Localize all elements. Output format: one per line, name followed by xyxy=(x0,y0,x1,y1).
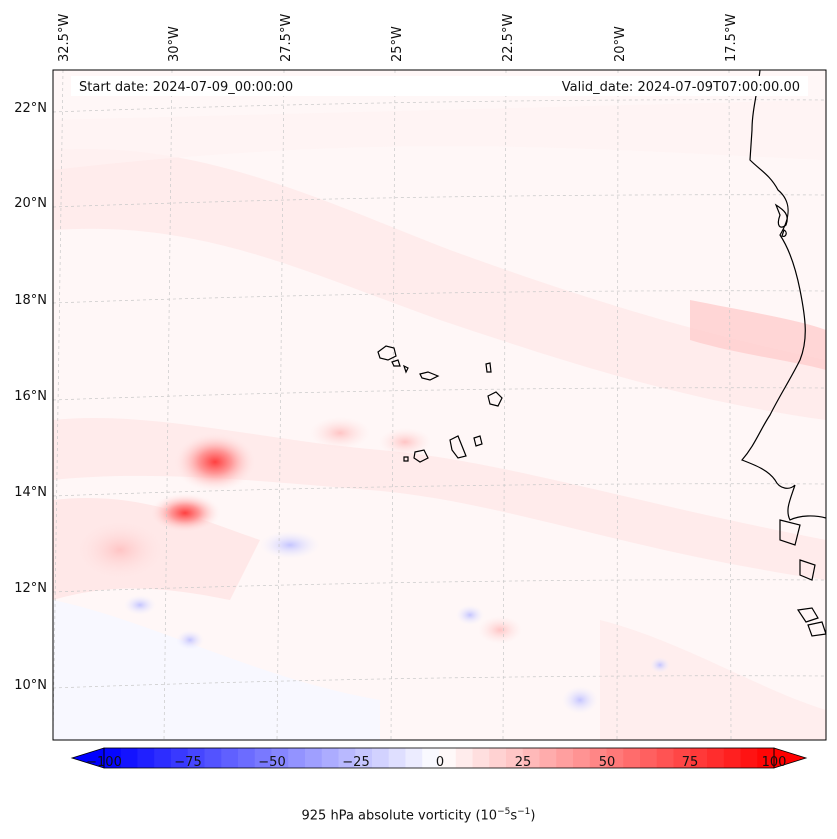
lat-label: 12°N xyxy=(14,581,47,596)
colorbar-bin xyxy=(690,748,708,768)
colorbar-bin xyxy=(288,748,306,768)
colorbar-bin xyxy=(673,748,691,768)
colorbar-bin xyxy=(355,748,373,768)
colorbar-title-exp2: −1 xyxy=(517,807,531,817)
lat-label: 14°N xyxy=(14,485,47,500)
colorbar-bin xyxy=(221,748,239,768)
colorbar-bin xyxy=(171,748,189,768)
colorbar-bin xyxy=(338,748,356,768)
colorbar-tick-label: 100 xyxy=(762,755,787,770)
colorbar-title: 925 hPa absolute vorticity (10−5s−1) xyxy=(0,807,837,823)
colorbar-bin xyxy=(388,748,406,768)
start-date-label: Start date: 2024-07-09_00:00:00 xyxy=(79,80,293,95)
lat-label: 16°N xyxy=(14,389,47,404)
colorbar-bin xyxy=(104,748,122,768)
colorbar-bin xyxy=(472,748,490,768)
colorbar-bin xyxy=(489,748,507,768)
colorbar-bin xyxy=(740,748,758,768)
map-frame xyxy=(52,69,827,741)
colorbar-title-mid: s xyxy=(510,808,518,824)
colorbar-title-suffix: ) xyxy=(530,808,536,824)
lat-label: 10°N xyxy=(14,678,47,693)
colorbar xyxy=(70,747,808,769)
valid-date-label: Valid_date: 2024-07-09T07:00:00.00 xyxy=(562,80,800,95)
lon-label: 25°W xyxy=(390,26,405,62)
colorbar-bin xyxy=(120,748,138,768)
colorbar-bin xyxy=(254,748,272,768)
colorbar-bin xyxy=(556,748,574,768)
vorticity-field xyxy=(53,70,826,740)
colorbar-bin xyxy=(137,748,155,768)
colorbar-bin xyxy=(522,748,540,768)
africa-coastline xyxy=(740,70,826,521)
colorbar-bin xyxy=(305,748,323,768)
colorbar-bin xyxy=(606,748,624,768)
coastlines xyxy=(377,70,826,637)
colorbar-bin xyxy=(723,748,741,768)
colorbar-bin xyxy=(539,748,557,768)
lon-label: 22.5°W xyxy=(501,14,516,62)
lon-label: 17.5°W xyxy=(724,14,739,62)
colorbar-title-exp1: −5 xyxy=(497,807,511,817)
colorbar-bin xyxy=(238,748,256,768)
colorbar-bin xyxy=(154,748,172,768)
colorbar-bin xyxy=(573,748,591,768)
colorbar-bin xyxy=(321,748,339,768)
colorbar-bin xyxy=(204,748,222,768)
colorbar-tick-label: 75 xyxy=(682,755,699,770)
colorbar-bin xyxy=(187,748,205,768)
latitude-labels: 22°N 20°N 18°N 16°N 14°N 12°N 10°N xyxy=(14,101,47,693)
lon-label: 32.5°W xyxy=(57,14,72,62)
colorbar-bin xyxy=(757,748,775,768)
colorbar-bin xyxy=(589,748,607,768)
colorbar-bin xyxy=(656,748,674,768)
lat-label: 18°N xyxy=(14,293,47,308)
colorbar-frame xyxy=(103,747,775,769)
colorbar-tick-label: −100 xyxy=(86,755,122,770)
colorbar-tick-label: 0 xyxy=(436,755,444,770)
header-box xyxy=(71,76,808,96)
longitude-labels: 32.5°W 30°W 27.5°W 25°W 22.5°W 20°W 17.5… xyxy=(57,14,739,62)
colorbar-bin xyxy=(271,748,289,768)
colorbar-bin xyxy=(707,748,725,768)
colorbar-bin xyxy=(623,748,641,768)
colorbar-title-prefix: 925 hPa absolute vorticity (10 xyxy=(301,808,498,824)
colorbar-bin xyxy=(372,748,390,768)
lon-label: 27.5°W xyxy=(279,14,294,62)
colorbar-tick-label: −25 xyxy=(342,755,369,770)
colorbar-tick-label: −50 xyxy=(258,755,285,770)
lat-label: 22°N xyxy=(14,101,47,116)
lon-label: 30°W xyxy=(167,26,182,62)
colorbar-ticks: −100 −75 −50 −25 0 25 50 75 100 xyxy=(86,755,786,770)
colorbar-bin xyxy=(640,748,658,768)
cape-verde-islands xyxy=(377,345,397,361)
colorbar-bin xyxy=(405,748,423,768)
lat-label: 20°N xyxy=(14,196,47,211)
colorbar-tick-label: 50 xyxy=(599,755,616,770)
colorbar-bin xyxy=(506,748,524,768)
colorbar-bin xyxy=(439,748,457,768)
colorbar-bin xyxy=(455,748,473,768)
gridlines xyxy=(53,70,826,740)
colorbar-tick-label: 25 xyxy=(515,755,532,770)
lon-label: 20°W xyxy=(613,26,628,62)
colorbar-tick-label: −75 xyxy=(174,755,201,770)
colorbar-bin xyxy=(422,748,440,768)
